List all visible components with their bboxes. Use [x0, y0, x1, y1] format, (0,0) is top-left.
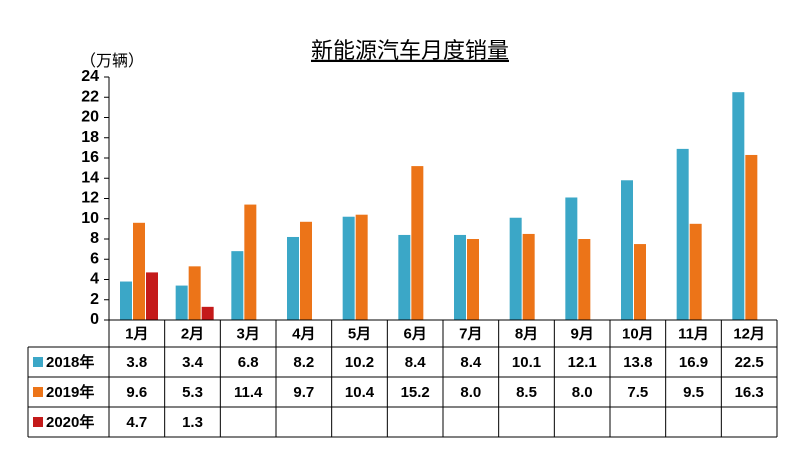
- table-value: 9.7: [293, 384, 314, 401]
- x-tick-label: 8月: [515, 325, 538, 342]
- table-value: 3.8: [126, 354, 147, 371]
- table-value: 4.7: [126, 414, 147, 431]
- table-value: 5.3: [182, 384, 203, 401]
- table-value: 16.9: [679, 354, 708, 371]
- y-tick-label: 24: [81, 68, 99, 85]
- bar: [522, 233, 535, 320]
- bar: [565, 197, 578, 320]
- table-value: 9.5: [683, 384, 704, 401]
- table-value: 8.5: [516, 384, 537, 401]
- table-value: 1.3: [182, 414, 203, 431]
- bar: [146, 272, 158, 320]
- table-value: 3.4: [182, 354, 204, 371]
- bar: [732, 92, 745, 320]
- table-value: 8.2: [293, 354, 314, 371]
- bar: [578, 239, 591, 320]
- table-value: 8.0: [460, 384, 481, 401]
- table-value: 7.5: [627, 384, 648, 401]
- x-tick-label: 1月: [125, 325, 148, 342]
- x-tick-label: 12月: [733, 325, 765, 342]
- table-value: 13.8: [623, 354, 652, 371]
- y-tick-label: 18: [81, 129, 99, 146]
- table-value: 6.8: [238, 354, 259, 371]
- table-value: 8.4: [460, 354, 482, 371]
- legend-swatch: [33, 357, 43, 367]
- bar: [411, 166, 424, 320]
- legend-label: 2018年: [46, 353, 94, 371]
- bar: [509, 217, 522, 320]
- bar: [621, 180, 633, 320]
- y-tick-label: 22: [81, 88, 99, 105]
- bar: [244, 204, 257, 320]
- table-value: 15.2: [401, 384, 430, 401]
- legend-swatch: [33, 387, 43, 397]
- x-tick-label: 11月: [678, 325, 709, 342]
- table-value: 16.3: [735, 384, 764, 401]
- table-value: 12.1: [568, 354, 597, 371]
- table-value: 11.4: [234, 384, 263, 401]
- x-tick-label: 10月: [622, 325, 654, 342]
- bar: [355, 214, 368, 320]
- y-tick-label: 2: [90, 291, 99, 308]
- bar: [231, 251, 244, 320]
- x-tick-label: 2月: [181, 325, 204, 342]
- bar: [120, 281, 132, 320]
- x-tick-label: 4月: [292, 325, 315, 342]
- y-tick-label: 16: [81, 149, 99, 166]
- bar: [300, 221, 312, 320]
- y-tick-label: 4: [90, 271, 99, 288]
- x-tick-label: 3月: [236, 325, 259, 342]
- bar: [201, 306, 214, 320]
- bar: [454, 234, 466, 320]
- table-value: 8.0: [572, 384, 593, 401]
- bar: [634, 244, 646, 320]
- y-tick-label: 14: [81, 169, 99, 186]
- table-value: 10.1: [512, 354, 541, 371]
- legend-label: 2019年: [46, 383, 94, 401]
- bar: [676, 148, 689, 320]
- bar: [175, 285, 188, 320]
- y-tick-label: 10: [81, 210, 99, 227]
- table-value: 22.5: [735, 354, 764, 371]
- bar: [342, 216, 355, 320]
- y-axis-label: （万辆）: [80, 52, 144, 70]
- legend-label: 2020年: [46, 413, 94, 431]
- table-value: 10.2: [345, 354, 374, 371]
- bar: [133, 222, 145, 320]
- bar: [287, 236, 299, 320]
- bar: [689, 223, 702, 320]
- table-value: 9.6: [126, 384, 147, 401]
- legend-swatch: [33, 417, 43, 427]
- y-tick-label: 6: [90, 250, 99, 267]
- x-tick-label: 6月: [403, 325, 426, 342]
- table-value: 8.4: [405, 354, 427, 371]
- y-tick-label: 20: [81, 109, 99, 126]
- y-tick-label: 0: [90, 311, 99, 328]
- table-value: 10.4: [345, 384, 375, 401]
- y-tick-label: 8: [90, 230, 99, 247]
- y-tick-label: 12: [81, 190, 99, 207]
- x-tick-label: 5月: [348, 325, 371, 342]
- bar: [467, 239, 479, 320]
- bar: [745, 154, 758, 320]
- bar: [398, 234, 411, 320]
- chart-title: 新能源汽车月度销量: [311, 38, 509, 63]
- bar: [188, 266, 201, 320]
- x-tick-label: 7月: [459, 325, 482, 342]
- x-tick-label: 9月: [570, 325, 593, 342]
